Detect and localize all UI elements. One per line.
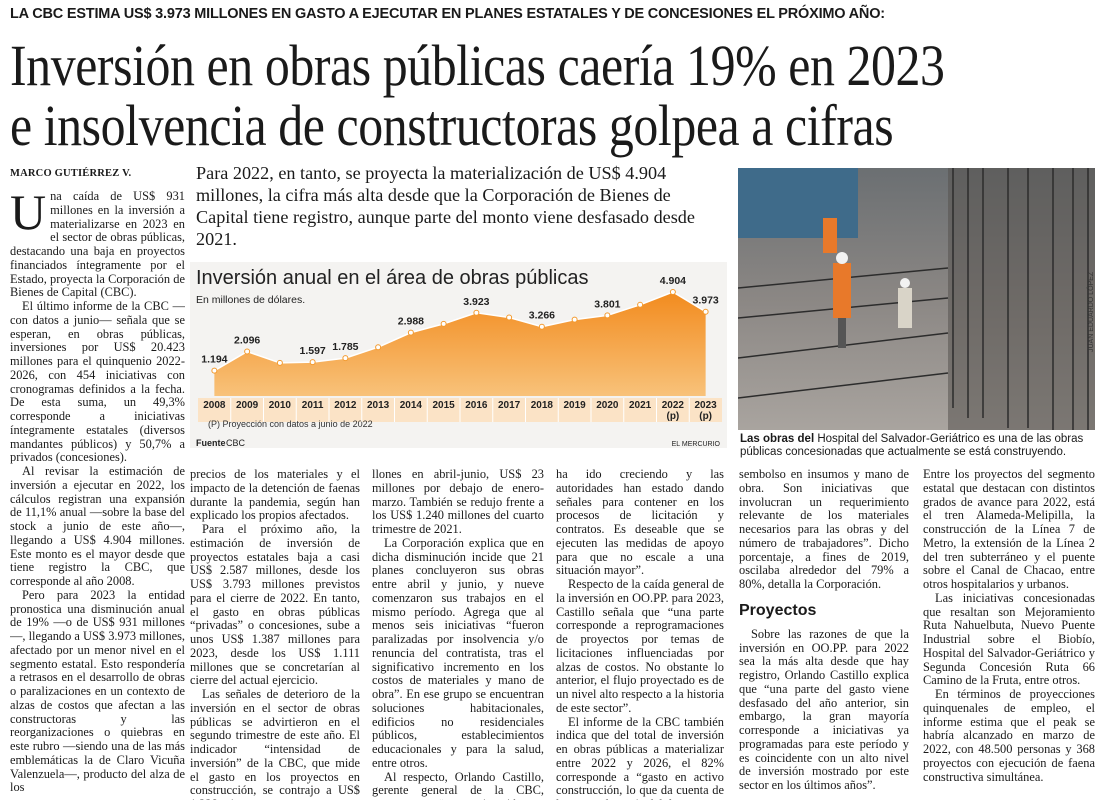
x-tick-label: 2015 xyxy=(432,400,455,411)
headline: Inversión en obras públicas caería 19% e… xyxy=(10,33,945,98)
photo-credit: JUAN EDUARDO LÓPEZ xyxy=(1088,271,1095,352)
photo-shape xyxy=(738,168,858,238)
point xyxy=(604,312,611,319)
value-label: 3.266 xyxy=(529,310,555,322)
paragraph: Una caída de US$ 931 millones en la inve… xyxy=(10,190,185,300)
point xyxy=(309,359,316,366)
source: CBC xyxy=(226,438,246,448)
point xyxy=(276,359,283,366)
photo-shape xyxy=(948,168,1095,430)
point xyxy=(571,316,578,323)
x-tick-label: 2020 xyxy=(596,400,619,411)
paragraph: Entre los proyectos del segmento estatal… xyxy=(923,468,1095,591)
x-tick-label: 2016 xyxy=(465,400,488,411)
point xyxy=(440,320,447,327)
kicker: LA CBC ESTIMA US$ 3.973 MILLONES EN GAST… xyxy=(10,6,885,22)
x-tick-label: 2012 xyxy=(334,400,357,411)
point xyxy=(538,323,545,330)
column: llones en abril-junio, US$ 23 millones p… xyxy=(372,468,544,800)
paragraph: Las señales de deterioro de la inversión… xyxy=(190,687,360,800)
x-tick-label: 2013 xyxy=(367,400,390,411)
chart: Inversión anual en el área de obras públ… xyxy=(190,262,727,448)
value-label: 2.988 xyxy=(398,316,424,328)
x-tick-label: 2018 xyxy=(530,400,553,411)
x-tick-label: 2022 (p) xyxy=(661,400,684,422)
chart-subtitle: En millones de dólares. xyxy=(196,294,305,306)
x-tick-label: 2021 xyxy=(629,400,652,411)
point xyxy=(244,348,251,355)
x-tick-label: 2019 xyxy=(563,400,586,411)
paragraph: El último informe de la CBC —con datos a… xyxy=(10,299,185,465)
value-label: 3.923 xyxy=(463,296,489,308)
x-tick-label: 2023 (p) xyxy=(694,400,717,422)
photo-caption: Las obras del Hospital del Salvador-Geri… xyxy=(740,433,1095,459)
point xyxy=(407,329,414,336)
paragraph: Al respecto, Orlando Castillo, gerente g… xyxy=(372,769,544,800)
value-label: 3.973 xyxy=(692,295,718,307)
source-label: Fuente xyxy=(196,438,226,448)
x-tick-label: 2014 xyxy=(399,400,422,411)
chart-note: (P) Proyección con datos a junio de 2022 xyxy=(208,419,373,429)
workers xyxy=(823,218,912,348)
subhead: Proyectos xyxy=(739,601,817,619)
byline: MARCO GUTIÉRREZ V. xyxy=(10,168,132,179)
paragraph: Respecto de la caída general de la inver… xyxy=(556,577,724,715)
point xyxy=(342,355,349,362)
point xyxy=(506,314,513,321)
chart-svg: Inversión anual en el área de obras públ… xyxy=(190,262,727,448)
point xyxy=(702,308,709,315)
rebar xyxy=(738,168,1089,430)
paragraph: El informe de la CBC también indica que … xyxy=(556,714,724,800)
paragraph: En términos de proyecciones quinquenales… xyxy=(923,687,1095,784)
intro: Para 2022, en tanto, se proyecta la mate… xyxy=(196,163,695,249)
publisher: EL MERCURIO xyxy=(672,441,721,448)
x-tick-label: 2011 xyxy=(301,400,324,411)
paragraph: ha ido creciendo y las autoridades han e… xyxy=(556,468,724,578)
paragraph: Para el próximo año, la estimación de in… xyxy=(190,522,360,688)
paragraph: llones en abril-junio, US$ 23 millones p… xyxy=(372,468,544,536)
paragraph: Sobre las razones de que la inversión en… xyxy=(739,626,909,792)
point xyxy=(375,344,382,351)
point xyxy=(211,367,218,374)
paragraph: Al revisar la estimación de inversión a … xyxy=(10,464,185,588)
caption-lead: Las obras del xyxy=(740,433,815,445)
area xyxy=(214,292,706,396)
point xyxy=(473,309,480,316)
x-tick-label: 2017 xyxy=(498,400,521,411)
column: sembolso en insumos y mano de obra. Son … xyxy=(739,468,909,800)
photo xyxy=(738,168,1095,430)
paragraph: Las iniciativas concesionadas que resalt… xyxy=(923,590,1095,688)
paragraph: precios de los materiales y el impacto d… xyxy=(190,468,360,523)
column: precios de los materiales y el impacto d… xyxy=(190,468,360,800)
value-label: 3.801 xyxy=(594,298,620,310)
point xyxy=(637,301,644,308)
column: ha ido creciendo y las autoridades han e… xyxy=(556,468,724,800)
caption-text: Hospital del Salvador-Geriátrico es una … xyxy=(740,433,1084,458)
x-tick-label: 2008 xyxy=(203,400,226,411)
area-line xyxy=(213,291,707,372)
value-label: 1.597 xyxy=(299,345,325,357)
paragraph: sembolso en insumos y mano de obra. Son … xyxy=(739,468,909,591)
x-tick-label: 2010 xyxy=(268,400,291,411)
chart-title: Inversión anual en el área de obras públ… xyxy=(196,267,588,289)
value-label: 4.904 xyxy=(660,275,686,287)
headline: e insolvencia de constructoras golpea a … xyxy=(10,93,894,158)
value-label: 2.096 xyxy=(234,335,260,347)
paragraph: Pero para 2023 la entidad pronostica una… xyxy=(10,587,185,795)
column: Una caída de US$ 931 millones en la inve… xyxy=(10,190,185,800)
point xyxy=(669,289,676,295)
x-tick-label: 2009 xyxy=(236,400,259,411)
column: Entre los proyectos del segmento estatal… xyxy=(923,468,1095,800)
value-label: 1.785 xyxy=(332,341,358,353)
paragraph: La Corporación explica que en dicha dism… xyxy=(372,535,544,770)
value-label: 1.194 xyxy=(201,354,227,366)
